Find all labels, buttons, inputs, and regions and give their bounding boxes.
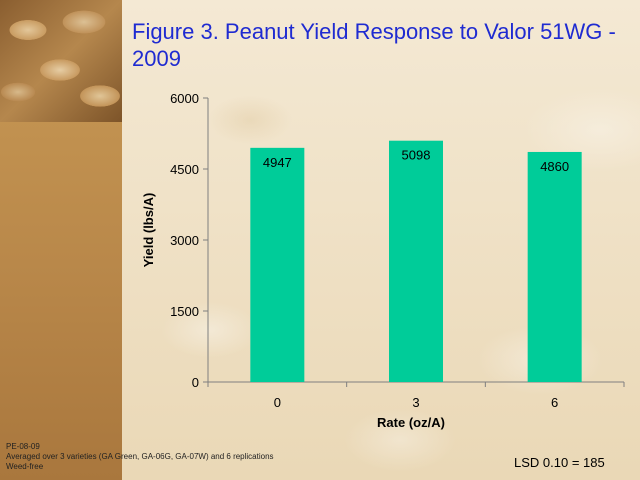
plot-area: 0 1500 3000 4500 6000 4947 0 5098 3 4860 6 Rate (oz… — [141, 91, 625, 430]
data-label: 4947 — [263, 155, 292, 170]
x-tick-label: 3 — [412, 395, 419, 410]
bar — [250, 147, 305, 382]
footnote-line: PE-08-09 — [6, 442, 40, 451]
slide-title: Figure 3. Peanut Yield Response to Valor… — [132, 19, 616, 71]
footnotes: PE-08-09 Averaged over 3 varieties (GA G… — [6, 442, 274, 472]
y-axis-title: Yield (lbs/A) — [141, 193, 156, 268]
x-tick-label: 6 — [551, 395, 558, 410]
x-axis-title: Rate (oz/A) — [377, 415, 445, 430]
bar — [389, 140, 443, 382]
footnote-line: Weed-free — [6, 462, 44, 471]
y-tick-label: 6000 — [170, 91, 199, 106]
y-tick-label: 0 — [192, 375, 199, 390]
bar — [527, 151, 582, 382]
data-label: 5098 — [402, 148, 431, 163]
footnote-line: Averaged over 3 varieties (GA Green, GA-… — [6, 452, 274, 461]
y-tick-label: 3000 — [170, 233, 199, 248]
data-label: 4860 — [540, 159, 569, 174]
y-tick-label: 1500 — [170, 304, 199, 319]
peanut-photo — [0, 0, 122, 122]
lsd-note: LSD 0.10 = 185 — [514, 455, 605, 470]
x-tick-label: 0 — [274, 395, 281, 410]
y-tick-label: 4500 — [170, 162, 199, 177]
